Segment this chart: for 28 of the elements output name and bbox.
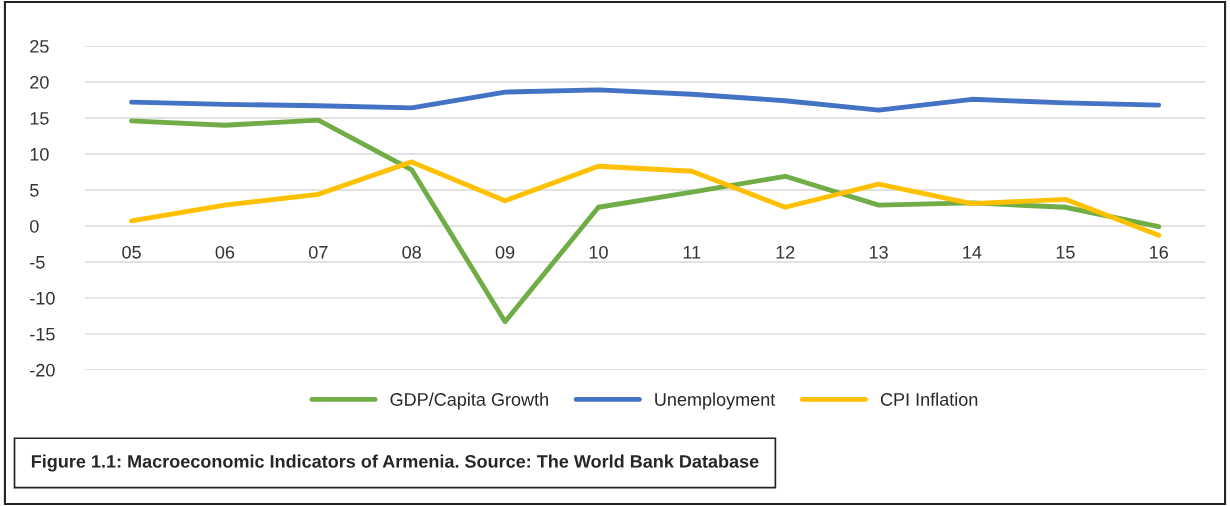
x-tick-label: 14 — [963, 246, 982, 259]
y-tick-label: 20 — [30, 75, 49, 89]
y-tick-label: 25 — [30, 39, 49, 53]
x-tick-label: 08 — [402, 245, 421, 259]
x-tick-label: 11 — [683, 246, 701, 259]
legend-label: CPI Inflation — [880, 392, 978, 406]
y-tick-label: 0 — [30, 219, 39, 233]
x-tick-label: 10 — [589, 245, 608, 259]
x-tick-label: 16 — [1150, 245, 1168, 259]
x-tick-label: 13 — [869, 245, 888, 259]
x-tick-label: 05 — [122, 245, 141, 259]
x-tick-label: 15 — [1056, 246, 1075, 259]
y-tick-label: 10 — [30, 147, 49, 161]
y-tick-label: -5 — [30, 256, 45, 269]
y-tick-label: -10 — [30, 291, 55, 305]
legend-label: Unemployment — [655, 392, 776, 410]
y-tick-label: 5 — [30, 184, 39, 197]
x-tick-label: 12 — [776, 245, 795, 259]
line-series — [129, 159, 1162, 238]
y-tick-label: -15 — [30, 328, 55, 341]
x-tick-label: 09 — [495, 245, 515, 259]
y-tick-label: -20 — [30, 363, 55, 377]
caption: Figure 1.1: Macroeconomic Indicators of Armenia. Source: The World Bank Database — [31, 454, 759, 472]
line-series — [129, 87, 1162, 113]
x-tick-label: 06 — [215, 245, 235, 259]
legend-label: GDP/Capita Growth — [390, 392, 548, 410]
x-tick-label: 07 — [308, 245, 328, 259]
y-tick-label: 15 — [30, 112, 49, 125]
